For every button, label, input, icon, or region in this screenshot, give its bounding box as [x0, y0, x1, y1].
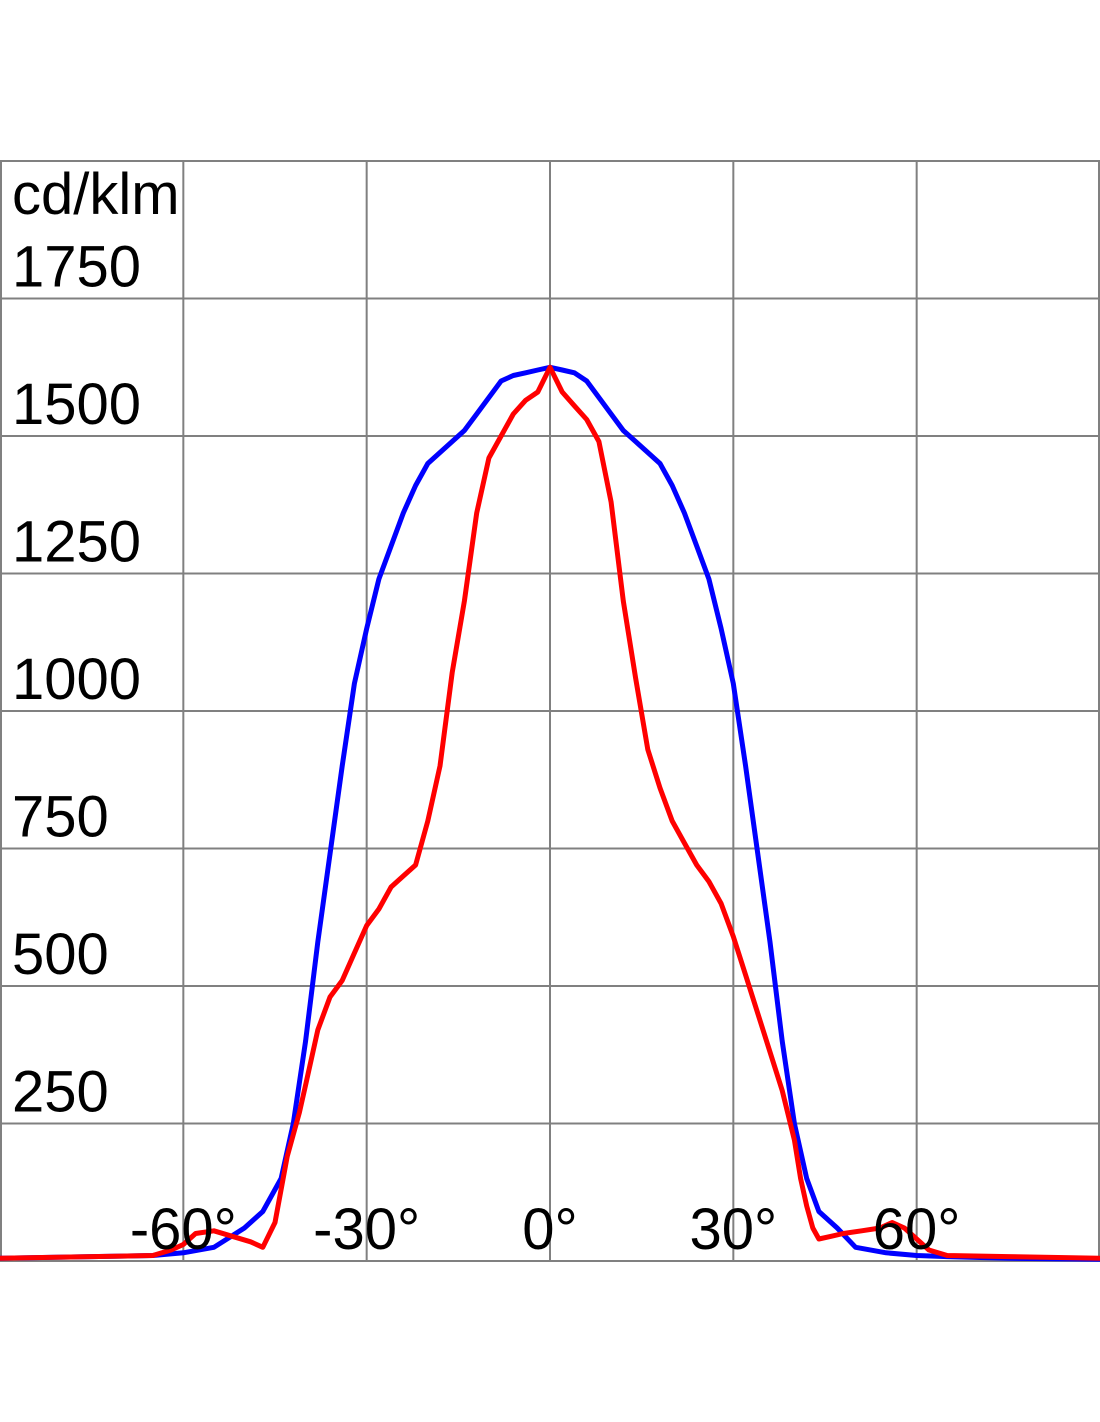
x-tick-label: 0°: [522, 1197, 577, 1262]
series-layer: [0, 364, 1100, 1262]
grid: [0, 160, 1100, 1262]
labels: cd/klm 1750 1500 1250 1000 750 500 250 -60° -30°…: [12, 162, 961, 1262]
x-tick-label: 30°: [689, 1197, 777, 1262]
y-tick-label: 1500: [12, 372, 141, 437]
series-line-2: [0, 364, 1100, 1261]
y-tick-label: 500: [12, 922, 109, 987]
y-tick-label: 1750: [12, 235, 141, 300]
x-tick-label: -30°: [313, 1197, 420, 1262]
y-tick-label: 250: [12, 1060, 109, 1125]
y-tick-label: 1250: [12, 510, 141, 575]
y-axis-unit-label: cd/klm: [12, 162, 180, 227]
x-tick-label: -60°: [130, 1197, 237, 1262]
y-tick-label: 1000: [12, 647, 141, 712]
y-tick-label: 750: [12, 785, 109, 850]
x-tick-label: 60°: [873, 1197, 961, 1262]
